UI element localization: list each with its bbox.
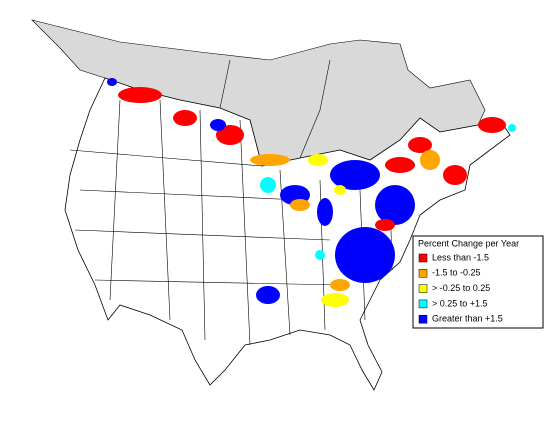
trend-patch bbox=[290, 199, 310, 211]
continent-outline bbox=[64, 77, 511, 391]
legend-swatch bbox=[418, 284, 428, 293]
trend-patch bbox=[330, 160, 380, 190]
trend-patch bbox=[210, 119, 226, 131]
legend-swatch bbox=[418, 269, 428, 278]
trend-patch bbox=[335, 227, 395, 283]
trend-patch bbox=[375, 219, 395, 231]
legend-label: -1.5 to -0.25 bbox=[432, 268, 481, 278]
trend-patch bbox=[256, 286, 280, 304]
trend-patch bbox=[321, 293, 349, 307]
legend-swatch bbox=[418, 299, 428, 309]
trend-patch bbox=[330, 279, 350, 291]
trend-patch bbox=[478, 117, 506, 133]
trend-patch bbox=[216, 125, 244, 145]
trend-patch bbox=[315, 250, 325, 260]
trend-patch bbox=[375, 185, 415, 225]
trend-patch bbox=[334, 185, 346, 195]
trend-patch bbox=[118, 87, 162, 103]
trend-patch bbox=[308, 154, 328, 166]
legend-label: > -0.25 to 0.25 bbox=[432, 283, 490, 293]
legend-label: > 0.25 to +1.5 bbox=[432, 298, 488, 308]
legend-swatch bbox=[418, 253, 428, 263]
legend-label: Less than -1.5 bbox=[432, 252, 489, 262]
trend-patches bbox=[107, 78, 516, 307]
trend-patch bbox=[107, 78, 117, 86]
legend-swatch bbox=[418, 314, 428, 324]
trend-patch bbox=[443, 165, 467, 185]
trend-patch bbox=[260, 177, 276, 193]
legend-box bbox=[412, 235, 544, 329]
legend-label: Greater than +1.5 bbox=[432, 314, 503, 324]
trend-patch bbox=[420, 150, 440, 170]
trend-patch bbox=[250, 154, 290, 166]
legend-title: Percent Change per Year bbox=[418, 238, 519, 248]
trend-patch bbox=[408, 137, 432, 153]
trend-patch bbox=[385, 157, 415, 173]
legend: Percent Change per Year Less than -1.5 -1… bbox=[412, 235, 544, 329]
trend-patch bbox=[173, 110, 197, 126]
trend-patch bbox=[508, 124, 516, 132]
trend-patch bbox=[317, 198, 333, 226]
